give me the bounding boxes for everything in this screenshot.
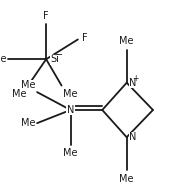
Text: +: + xyxy=(132,74,139,83)
Text: N: N xyxy=(129,78,136,88)
Text: F: F xyxy=(43,11,49,21)
Text: Me: Me xyxy=(0,54,6,64)
Text: Me: Me xyxy=(63,148,78,158)
Text: Si: Si xyxy=(51,54,60,64)
Text: N: N xyxy=(129,132,136,142)
Text: Me: Me xyxy=(21,80,35,90)
Text: Me: Me xyxy=(119,174,134,183)
Text: N: N xyxy=(67,105,74,115)
Text: −: − xyxy=(55,50,63,60)
Text: Me: Me xyxy=(21,118,35,128)
Text: F: F xyxy=(82,33,87,43)
Text: Me: Me xyxy=(63,89,78,99)
Text: Me: Me xyxy=(119,36,134,46)
Text: Me: Me xyxy=(12,89,26,99)
